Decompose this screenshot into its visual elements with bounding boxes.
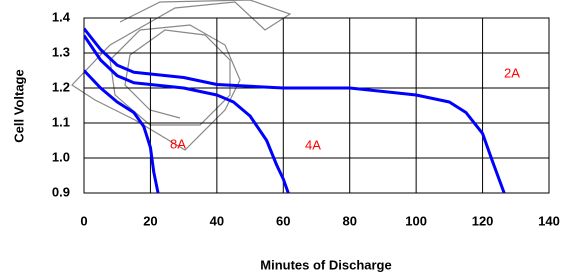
x-tick-label: 120 [472, 213, 494, 228]
y-tick-label: 1.1 [52, 114, 70, 129]
x-tick-label: 0 [80, 213, 87, 228]
series-line [84, 71, 158, 194]
x-tick-label: 40 [210, 213, 224, 228]
y-axis-label: Cell Voltage [11, 69, 26, 142]
x-tick-label: 20 [143, 213, 157, 228]
y-tick-label: 1.4 [52, 9, 71, 24]
series-label: 8A [170, 136, 186, 151]
y-tick-label: 0.9 [52, 184, 70, 199]
x-tick-label: 60 [276, 213, 290, 228]
series-line [84, 36, 288, 194]
x-tick-label: 80 [342, 213, 356, 228]
y-tick-label: 1.2 [52, 79, 70, 94]
series-label: 2A [504, 65, 520, 80]
x-tick-label: 140 [538, 213, 560, 228]
chart: Minutes of Discharge Cell Voltage 0.9 1.0… [0, 0, 567, 276]
y-tick-label: 1.0 [52, 149, 70, 164]
x-axis-label: Minutes of Discharge [260, 257, 391, 272]
x-tick-label: 100 [405, 213, 427, 228]
series-label: 4A [305, 137, 321, 152]
y-tick-label: 1.3 [52, 44, 70, 59]
